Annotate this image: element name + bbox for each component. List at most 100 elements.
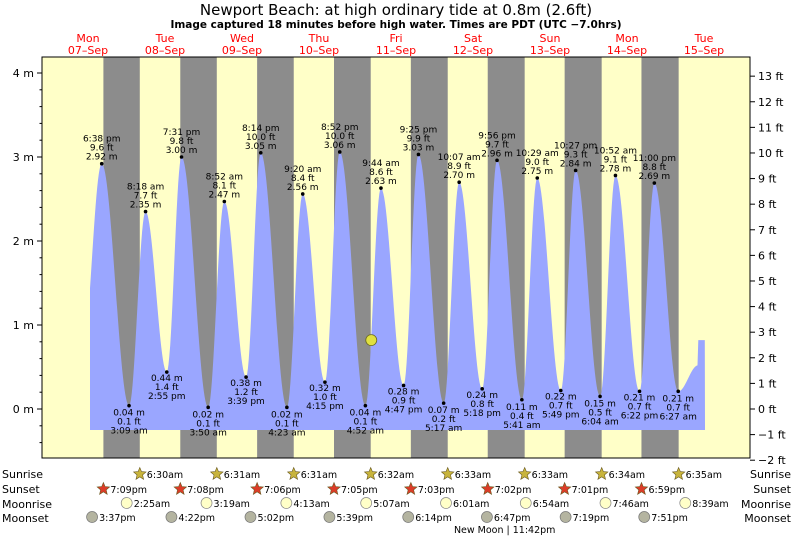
sunset-time: 6:59pm [648,485,685,496]
minor-low-m: 0.28 m [388,387,420,397]
major-high-ft: 10.0 ft [246,133,276,143]
major-low-point [285,405,289,410]
moonset-time: 7:19pm [573,513,610,524]
major-high-point [99,161,104,166]
minor-low-ft: 0.7 ft [549,402,573,412]
minor-low-point [323,380,327,384]
minor-low-time: 4:15 pm [306,402,344,412]
minor-high-m: 2.70 m [443,171,475,181]
day-header-date: 13–Sep [530,44,570,57]
right-tick-label: 9 ft [758,173,777,186]
moonset-time: 7:51pm [651,513,688,524]
major-low-point [363,403,368,408]
sunset-icon [96,481,111,495]
major-low-m: 0.04 m [113,409,145,419]
tide-area [90,152,705,430]
sunrise-icon [363,466,378,480]
day-header-dow: Tue [694,32,714,45]
right-tick-label: 1 ft [758,377,777,390]
minor-high-point [222,199,227,204]
major-high-time: 10:27 pm [554,141,597,151]
major-low-time: 3:09 am [110,427,147,437]
major-high-ft: 9.9 ft [407,134,431,144]
sunset-icon [480,481,495,495]
sunrise-icon [594,466,609,480]
minor-low-point [401,383,406,388]
minor-low-point [244,375,248,379]
sunset-icon [403,481,418,495]
day-header-date: 09–Sep [222,44,262,57]
major-high-m: 3.03 m [403,143,435,153]
moonrise-row-label-left: Moonrise [2,498,52,511]
moonset-icon [165,511,178,523]
minor-high-m: 2.35 m [130,201,162,211]
minor-low-time: 5:18 pm [463,409,501,419]
sunset-time: 7:02pm [495,485,532,496]
left-tick-label: 3 m [13,151,34,164]
major-high-time: 9:56 pm [478,131,516,141]
chart-subtitle: Image captured 18 minutes before high wa… [170,19,621,31]
major-low-time: 4:23 am [268,428,305,438]
tide-curve [90,152,705,430]
sunset-row-label-right: Sunset [753,483,791,496]
minor-high-time: 10:07 am [438,153,481,163]
right-tick-label: 13 ft [758,70,784,83]
moonrise-icon [120,497,133,509]
moonrise-icon [200,497,213,509]
moonset-time: 5:39pm [336,513,373,524]
major-low-m: 0.02 m [192,410,224,420]
major-high-m: 2.96 m [481,149,513,159]
major-high-time: 8:52 pm [321,123,359,133]
major-high-ft: 8.8 ft [642,163,666,173]
major-high-point [258,151,263,155]
moonset-row-label-left: Moonset [2,512,49,525]
minor-low-point [558,388,563,393]
minor-high-point [457,180,461,184]
major-high-point [573,168,578,173]
new-moon-label: New Moon | 11:42pm [454,525,556,536]
right-tick-label: 11 ft [758,121,784,134]
minor-low-time: 6:22 pm [621,411,659,421]
sunset-time: 7:01pm [572,485,609,496]
day-header-dow: Tue [155,32,175,45]
major-low-point [127,403,131,408]
sunset-icon [557,481,572,495]
major-low-ft: 0.1 ft [354,418,378,428]
major-high-point [495,158,499,163]
minor-high-time: 9:20 am [284,165,321,175]
day-header-date: 14–Sep [607,44,647,57]
moonset-time: 3:37pm [99,513,136,524]
minor-high-point [300,192,305,196]
sunrise-icon [286,466,301,480]
extrema-labels: 6:38 pm9.6 ft2.92 m 7:31 pm9.8 ft3.00 m 8:… [83,123,697,438]
major-high-ft: 9.6 ft [90,144,114,154]
right-tick-label: 5 ft [758,275,777,288]
moonrise-icon [519,497,532,509]
minor-low-ft: 1.4 ft [155,383,179,393]
moonrise-icon [280,497,293,509]
major-high-ft: 9.8 ft [170,137,194,147]
right-tick-label: 4 ft [758,301,777,314]
moonset-icon [559,511,572,523]
minor-low-m: 0.32 m [309,384,341,394]
minor-low-m: 0.24 m [466,391,498,401]
left-tick-label: 2 m [13,235,34,248]
right-tick-label: 7 ft [758,224,777,237]
right-tick-label: −2 ft [758,454,786,467]
major-high-ft: 9.3 ft [564,150,588,160]
moonset-time: 4:22pm [178,513,215,524]
moonrise-time: 5:07am [373,499,409,510]
minor-high-ft: 8.6 ft [369,168,393,178]
major-low-ft: 0.1 ft [275,419,299,429]
sunrise-time: 6:32am [378,470,414,481]
minor-low-m: 0.44 m [151,374,183,384]
sunrise-icon [517,466,532,480]
major-low-ft: 0.1 ft [117,418,141,428]
day-header-date: 07–Sep [68,44,108,57]
sunset-row-label-left: Sunset [2,483,40,496]
sunrise-time: 6:33am [532,470,568,481]
major-low-point [441,401,446,405]
day-header-dow: Sat [464,32,483,45]
moonrise-icon [360,497,373,509]
minor-high-point [379,186,383,190]
